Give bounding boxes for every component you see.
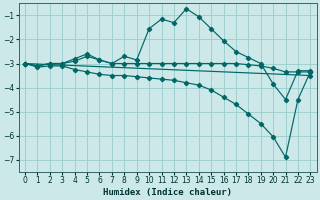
X-axis label: Humidex (Indice chaleur): Humidex (Indice chaleur) (103, 188, 232, 197)
